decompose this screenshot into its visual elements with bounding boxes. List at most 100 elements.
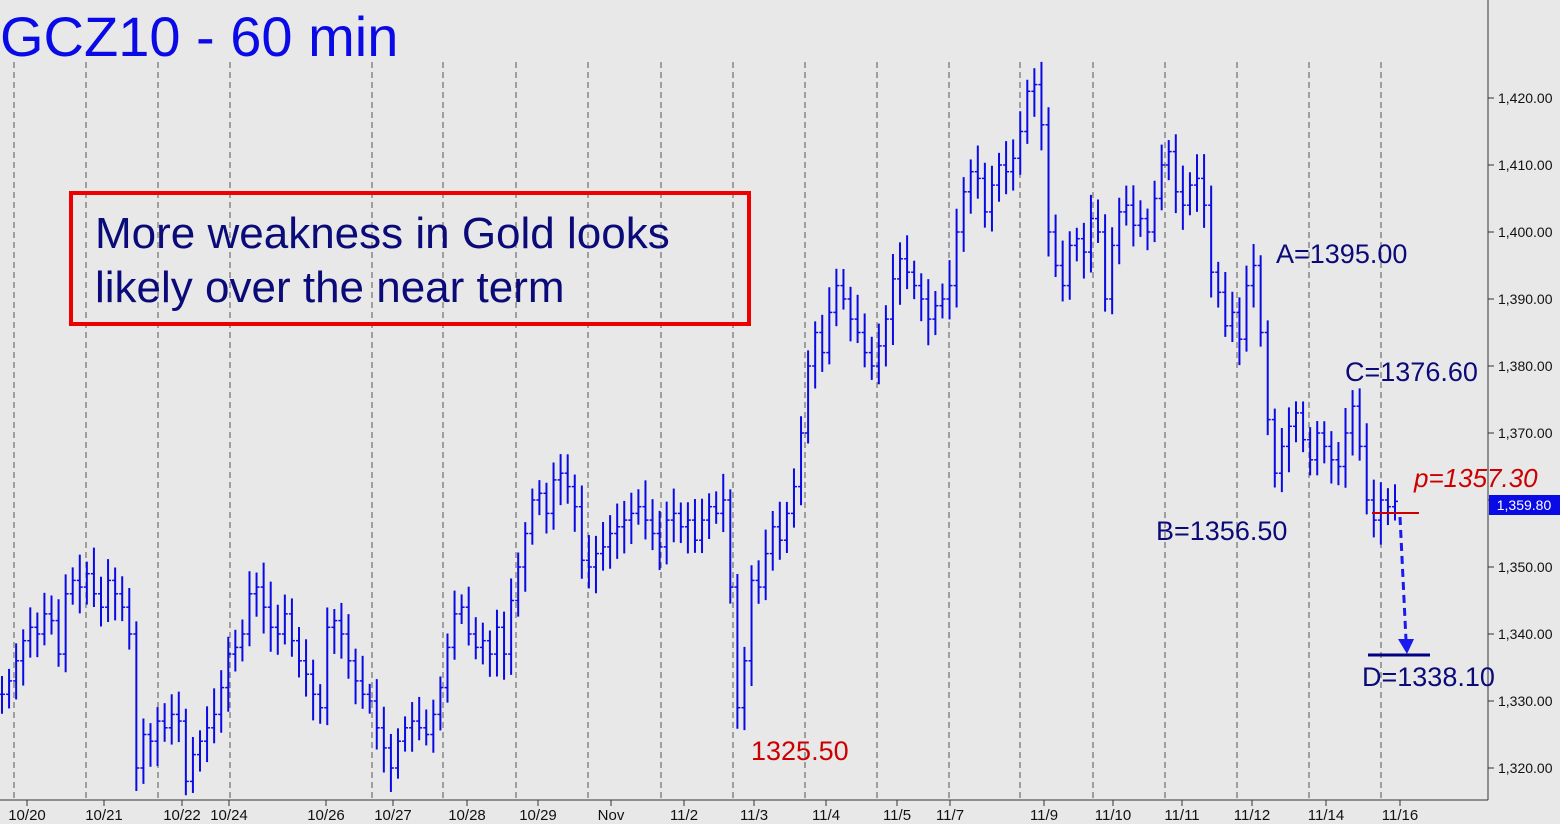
price-bar bbox=[41, 592, 48, 646]
price-bar bbox=[458, 594, 465, 624]
x-tick-label: 10/26 bbox=[307, 807, 345, 824]
price-bar bbox=[557, 454, 564, 506]
price-bar bbox=[1179, 165, 1186, 230]
price-bar bbox=[423, 709, 430, 746]
price-bar bbox=[748, 565, 755, 687]
price-bar bbox=[1300, 401, 1307, 453]
price-bar bbox=[1095, 199, 1102, 243]
price-bar bbox=[783, 501, 790, 553]
price-bar bbox=[1024, 79, 1031, 144]
price-bar bbox=[430, 699, 437, 753]
price-bar bbox=[1080, 222, 1087, 279]
price-bar bbox=[34, 612, 41, 658]
price-bar bbox=[741, 646, 748, 731]
price-bar bbox=[1158, 144, 1165, 211]
price-bar bbox=[607, 515, 614, 569]
price-bar bbox=[1392, 484, 1398, 521]
price-bar bbox=[416, 696, 423, 741]
price-bar bbox=[1229, 291, 1236, 343]
price-bar bbox=[847, 286, 854, 342]
price-bar bbox=[868, 336, 875, 380]
price-bar bbox=[1264, 320, 1271, 436]
price-bar bbox=[281, 594, 288, 645]
price-bar bbox=[331, 609, 338, 654]
x-tick-label: 11/14 bbox=[1308, 807, 1344, 824]
price-bar bbox=[1342, 408, 1349, 488]
price-bar bbox=[359, 655, 366, 709]
x-tick-label: 10/27 bbox=[374, 807, 412, 824]
price-bar bbox=[409, 702, 416, 752]
price-bar bbox=[1144, 208, 1151, 251]
last-price-tag bbox=[1489, 495, 1560, 515]
price-bar bbox=[776, 501, 783, 560]
y-tick-label: 1,330.00 bbox=[1498, 693, 1553, 709]
price-bar bbox=[1243, 265, 1250, 352]
price-bar bbox=[585, 535, 592, 589]
price-bar bbox=[953, 208, 960, 308]
price-bar bbox=[600, 522, 607, 571]
price-bar bbox=[974, 145, 981, 199]
price-bar bbox=[798, 416, 805, 506]
price-bar bbox=[706, 493, 713, 539]
price-bar bbox=[345, 614, 352, 679]
price-bar bbox=[112, 567, 119, 621]
price-bar bbox=[133, 621, 140, 791]
price-bar bbox=[946, 260, 953, 320]
price-bar bbox=[253, 572, 260, 617]
price-bar bbox=[571, 474, 578, 532]
price-bar bbox=[1010, 139, 1017, 191]
price-bar bbox=[274, 604, 281, 655]
price-bar bbox=[119, 576, 126, 622]
price-bar bbox=[889, 253, 896, 346]
price-bar bbox=[932, 291, 939, 336]
price-bar bbox=[691, 499, 698, 553]
price-bar bbox=[1172, 134, 1179, 214]
y-tick-label: 1,420.00 bbox=[1498, 90, 1553, 106]
price-bar bbox=[161, 703, 168, 742]
price-bar bbox=[1087, 194, 1094, 273]
price-bar bbox=[1293, 401, 1300, 443]
price-bar bbox=[1307, 427, 1314, 476]
price-bar bbox=[755, 560, 762, 604]
price-bar bbox=[536, 480, 543, 516]
price-bar bbox=[854, 294, 861, 344]
price-bar bbox=[663, 501, 670, 565]
y-tick-label: 1,320.00 bbox=[1498, 760, 1553, 776]
price-bar bbox=[904, 235, 911, 290]
price-bar bbox=[1384, 488, 1391, 526]
price-bar bbox=[656, 510, 663, 571]
label-c: C=1376.60 bbox=[1345, 357, 1478, 387]
price-bar bbox=[373, 679, 380, 750]
x-tick-label: 11/10 bbox=[1095, 807, 1131, 824]
price-bar bbox=[515, 552, 522, 617]
price-bar bbox=[62, 574, 69, 673]
price-bar bbox=[840, 269, 847, 310]
price-bar bbox=[833, 268, 840, 327]
price-bar bbox=[564, 454, 571, 504]
label-a: A=1395.00 bbox=[1276, 239, 1407, 269]
x-tick-label: 11/2 bbox=[670, 807, 698, 824]
y-tick-label: 1,380.00 bbox=[1498, 358, 1553, 374]
price-bar bbox=[83, 561, 90, 605]
price-bar bbox=[635, 489, 642, 525]
price-bar bbox=[204, 706, 211, 763]
price-bar bbox=[614, 503, 621, 559]
price-bar bbox=[451, 590, 458, 660]
price-bar bbox=[288, 598, 295, 657]
price-bar bbox=[1165, 140, 1172, 181]
price-bar bbox=[1116, 197, 1123, 265]
price-bar bbox=[911, 260, 918, 300]
price-bar bbox=[670, 488, 677, 543]
price-bar bbox=[218, 670, 225, 733]
price-bar bbox=[1194, 154, 1201, 212]
price-bar bbox=[1208, 185, 1215, 298]
price-bar bbox=[1045, 107, 1052, 257]
price-bar bbox=[621, 500, 628, 554]
x-tick-label: 10/28 bbox=[448, 807, 486, 824]
price-bar bbox=[713, 491, 720, 524]
price-bar bbox=[1059, 240, 1066, 302]
price-bar bbox=[826, 287, 833, 365]
price-bar bbox=[967, 159, 974, 214]
price-bar bbox=[522, 522, 529, 592]
label-d: D=1338.10 bbox=[1362, 662, 1495, 692]
